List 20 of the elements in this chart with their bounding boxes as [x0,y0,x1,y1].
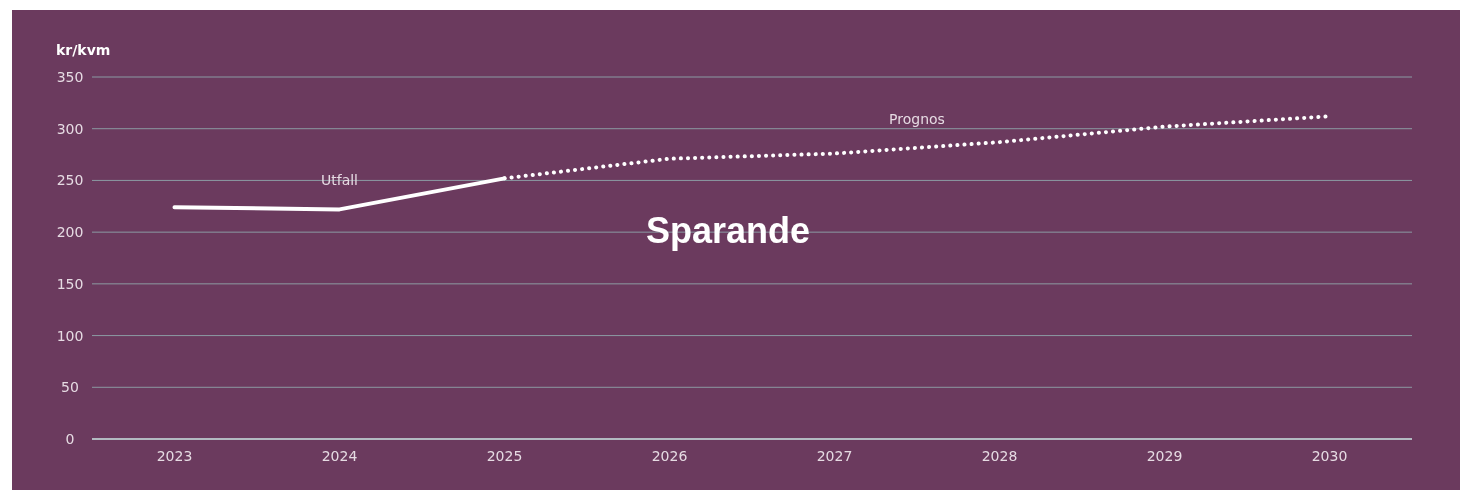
series-label: Utfall [320,172,359,189]
text: Sparande [645,210,811,251]
series-label: Prognos [889,110,945,127]
x-tick-label: 2024 [321,448,358,464]
y-tick-label: 350 [56,69,84,85]
y-axis-title: kr/kvm [56,42,111,58]
x-tick-label: 2025 [486,448,523,464]
y-tick-label: 250 [56,172,84,189]
y-tick-label: 200 [56,224,84,241]
y-tick-label: 100 [56,327,84,344]
y-tick-label: 50 [61,379,79,396]
y-tick-label: 150 [56,275,84,292]
y-tick-label: 300 [56,120,84,137]
x-tick-label: 2027 [816,448,853,464]
x-tick-label: 2030 [1311,448,1348,464]
x-tick-label: 2026 [651,448,688,464]
y-tick-label: 0 [65,431,75,447]
x-tick-label: 2023 [156,448,193,464]
x-tick-label: 2029 [1146,448,1183,464]
x-tick-label: 2028 [981,448,1018,464]
